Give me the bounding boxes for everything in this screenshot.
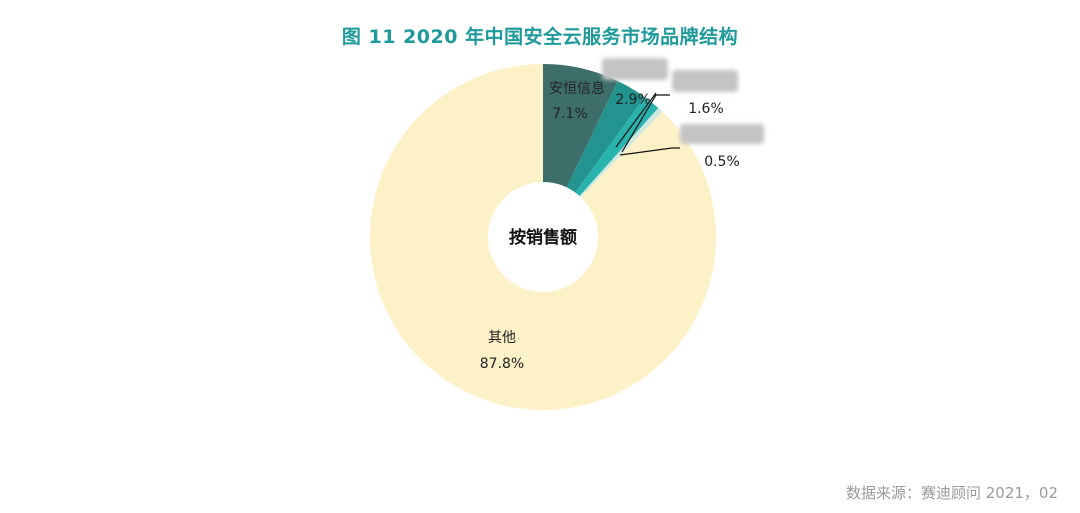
chart-title: 图 11 2020 年中国安全云服务市场品牌结构 [341, 26, 739, 48]
source-note: 数据来源：赛迪顾问 2021，02 [845, 484, 1058, 502]
leader-line-3 [619, 147, 680, 156]
slice-value-3: 0.5% [704, 154, 740, 170]
obscured-name-1 [602, 58, 668, 80]
slice-name-4: 其他 [488, 330, 516, 346]
slice-value-0: 7.1% [552, 106, 588, 122]
slice-name-0: 安恒信息 [549, 80, 605, 97]
slice-value-1: 2.9% [615, 92, 651, 108]
slice-value-2: 1.6% [688, 101, 724, 117]
slice-value-4: 87.8% [480, 356, 524, 372]
leader-lines [615, 92, 680, 156]
slice-labels: 安恒信息 7.1% 2.9% 1.6% 0.5% 其他 87.8% [480, 58, 764, 372]
leader-line-1 [615, 92, 657, 148]
donut-hole [488, 182, 598, 292]
center-label: 按销售额 [509, 227, 577, 248]
leader-line-2 [621, 94, 670, 153]
obscured-name-3 [680, 124, 764, 144]
obscured-name-2 [672, 70, 738, 92]
